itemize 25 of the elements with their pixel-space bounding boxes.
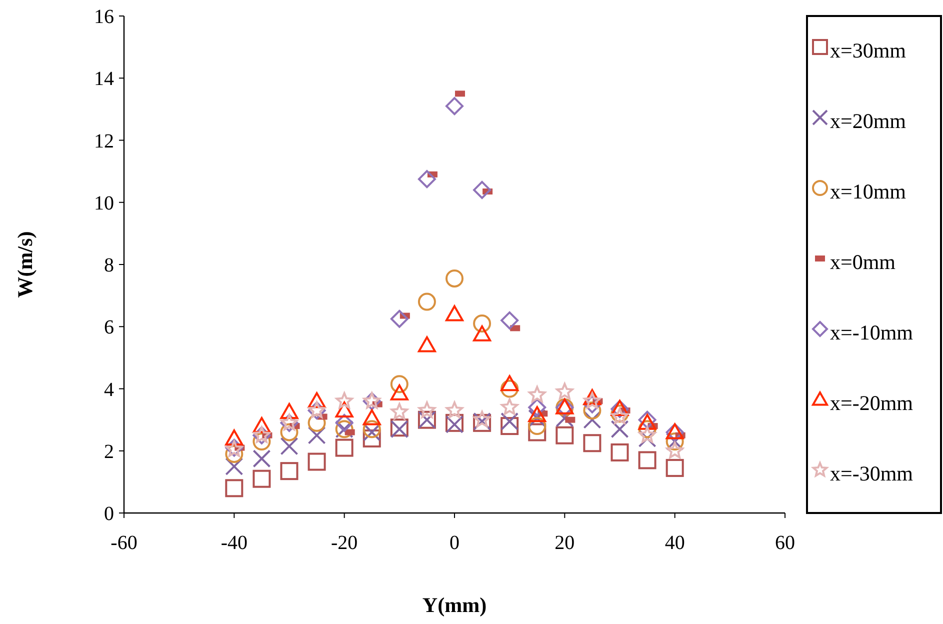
- legend-label: x=-10mm: [830, 320, 914, 344]
- y-tick-label: 6: [104, 316, 114, 339]
- legend-label: x=-30mm: [830, 462, 914, 486]
- x-axis-title: Y(mm): [422, 593, 487, 617]
- x-tick-label: 0: [450, 532, 460, 554]
- legend-label: x=-20mm: [830, 391, 914, 415]
- y-tick-label: 0: [104, 503, 114, 525]
- y-axis-title: W(m/s): [13, 231, 37, 298]
- y-tick-label: 10: [94, 192, 114, 214]
- x-tick-label: -40: [220, 532, 248, 554]
- legend-label: x=10mm: [830, 180, 906, 204]
- x-tick-label: 20: [554, 532, 575, 554]
- y-tick-label: 8: [104, 254, 114, 276]
- x-tick-label: 40: [664, 532, 685, 554]
- y-tick-label: 2: [104, 440, 114, 463]
- y-tick-label: 4: [104, 378, 114, 401]
- y-tick-label: 14: [94, 68, 114, 90]
- x-tick-label: 60: [775, 532, 795, 554]
- y-tick-label: 12: [94, 130, 114, 152]
- y-tick-label: 16: [94, 6, 114, 28]
- legend-label: x=20mm: [830, 109, 906, 133]
- x-tick-label: -20: [330, 532, 358, 554]
- legend-label: x=30mm: [830, 38, 906, 62]
- legend-label: x=0mm: [830, 250, 896, 274]
- x-tick-label: -60: [110, 532, 138, 554]
